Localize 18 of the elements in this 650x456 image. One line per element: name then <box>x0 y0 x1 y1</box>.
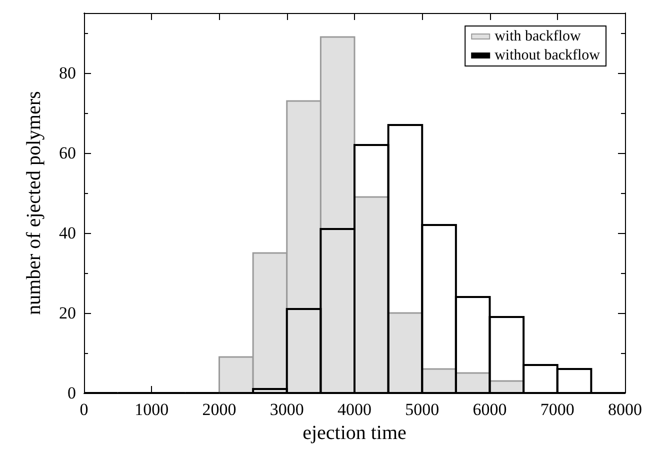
x-axis-title: ejection time <box>302 422 407 444</box>
y-tick-label: 60 <box>59 144 76 162</box>
y-axis-title: number of ejected polymers <box>23 90 45 315</box>
y-tick-label: 80 <box>59 64 76 82</box>
x-tick-label: 2000 <box>202 400 236 419</box>
legend-label: without backflow <box>494 48 600 64</box>
legend-label: with backflow <box>494 28 581 44</box>
x-tick-label: 7000 <box>540 400 574 419</box>
x-tick-label: 3000 <box>270 400 304 419</box>
x-tick-label: 0 <box>80 400 88 419</box>
y-tick-label: 40 <box>59 224 76 242</box>
x-tick-label: 1000 <box>134 400 169 419</box>
y-tick-label: 0 <box>68 384 76 402</box>
x-tick-label: 8000 <box>608 400 642 419</box>
x-tick-label: 6000 <box>472 400 507 419</box>
x-tick-label: 4000 <box>338 400 372 419</box>
x-tick-label: 5000 <box>405 400 440 419</box>
y-tick-label: 20 <box>59 304 76 322</box>
